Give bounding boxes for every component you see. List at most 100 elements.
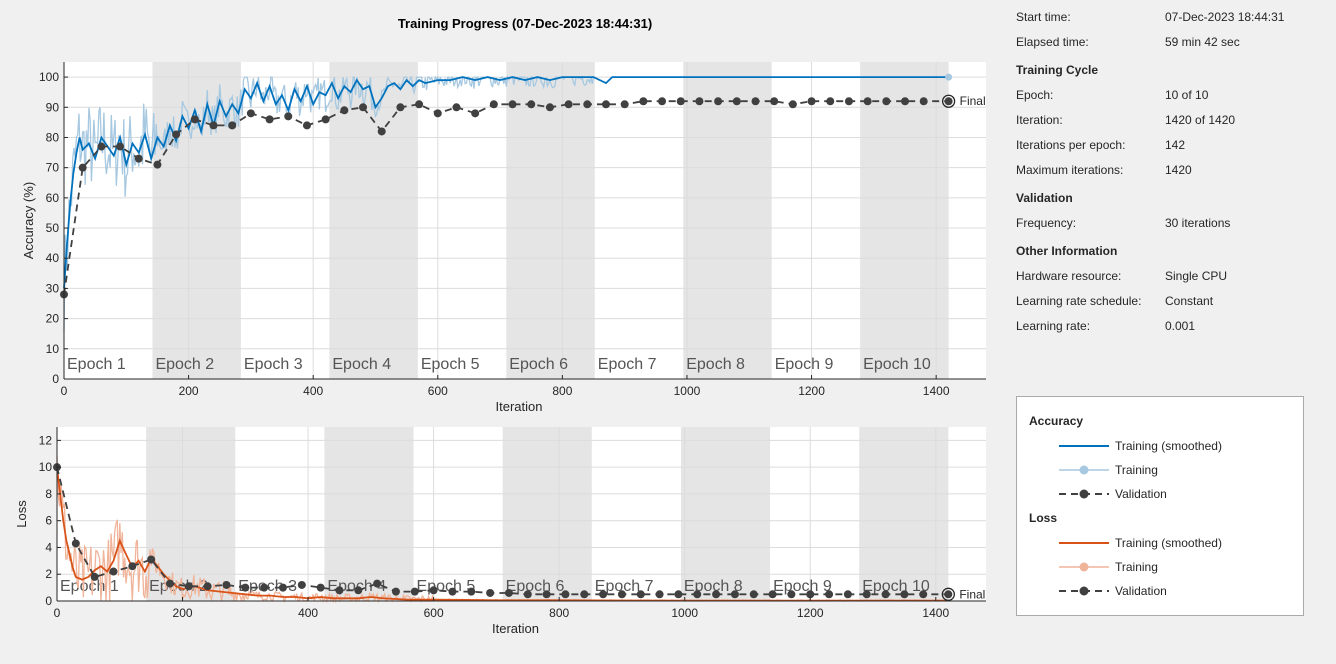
validation-point <box>527 100 536 109</box>
y-tick-label: 8 <box>45 487 52 501</box>
info-hardware: Hardware resource: Single CPU <box>1016 269 1316 285</box>
validation-point <box>944 97 953 106</box>
epoch-band <box>152 62 241 379</box>
epoch-label: Epoch 1 <box>60 578 119 595</box>
info-value: 0.001 <box>1165 319 1196 333</box>
y-tick-label: 40 <box>46 251 60 265</box>
epoch-band <box>683 62 772 379</box>
scrollbar[interactable] <box>1322 0 1336 664</box>
validation-point <box>471 109 480 118</box>
validation-point <box>410 587 419 596</box>
legend-dashed-icon <box>1059 489 1109 499</box>
legend-accuracy-heading: Accuracy <box>1029 414 1084 428</box>
x-axis-label: Iteration <box>496 399 543 414</box>
legend-marker-icon <box>1059 562 1109 572</box>
info-label: Frequency: <box>1016 216 1077 230</box>
validation-point <box>695 97 704 106</box>
validation-point <box>768 590 777 599</box>
validation-point <box>881 590 890 599</box>
info-label: Start time: <box>1016 10 1071 24</box>
y-axis-label: Loss <box>14 500 29 528</box>
info-label: Iterations per epoch: <box>1016 138 1126 152</box>
legend-label: Training <box>1115 463 1158 477</box>
info-label: Iteration: <box>1016 113 1063 127</box>
x-tick-label: 800 <box>552 384 572 398</box>
legend-marker-icon <box>1059 465 1109 475</box>
validation-point <box>545 103 554 112</box>
epoch-band <box>860 62 949 379</box>
plot-title: Training Progress (07-Dec-2023 18:44:31) <box>397 16 653 31</box>
info-lr-schedule: Learning rate schedule: Constant <box>1016 294 1316 310</box>
final-marker <box>941 94 956 108</box>
legend-label: Validation <box>1115 487 1167 501</box>
accuracy-chart: Epoch 1 Epoch 2 Epoch 3 Epoch 4 Epoch 5 Epoch… <box>21 62 986 414</box>
validation-point <box>116 142 125 151</box>
info-value: 142 <box>1165 138 1186 152</box>
validation-point <box>730 590 739 599</box>
epoch-band <box>680 427 771 601</box>
info-elapsed-time: Elapsed time: 59 min 42 sec <box>1016 35 1316 51</box>
training-smoothed-line <box>56 467 949 602</box>
validation-point <box>396 103 405 112</box>
training-smoothed-line <box>63 76 949 289</box>
epoch-label: Epoch 4 <box>332 356 391 373</box>
validation-point <box>788 100 797 109</box>
epoch-label: Epoch 7 <box>595 578 654 595</box>
info-value: 10 of 10 <box>1165 88 1209 102</box>
legend-label: Training <box>1115 560 1158 574</box>
validation-point <box>787 590 796 599</box>
validation-point <box>415 100 424 109</box>
x-tick-label: 600 <box>424 606 444 620</box>
epoch-label: Epoch 8 <box>686 356 745 373</box>
validation-point <box>599 590 608 599</box>
epoch-label: Epoch 6 <box>509 356 568 373</box>
validation-point <box>561 590 570 599</box>
validation-point <box>732 97 741 106</box>
validation-point <box>676 97 685 106</box>
validation-point <box>302 121 311 130</box>
validation-point <box>504 588 513 597</box>
legend-item-loss-smoothed: Training (smoothed) <box>1017 535 1303 551</box>
validation-point <box>655 590 664 599</box>
x-tick-label: 0 <box>54 606 61 620</box>
x-tick-label: 600 <box>428 384 448 398</box>
legend-line-icon <box>1059 542 1109 544</box>
info-value: Single CPU <box>1165 269 1228 283</box>
epoch-label: Epoch 10 <box>863 356 931 373</box>
validation-point <box>843 590 852 599</box>
info-start-time: Start time: 07-Dec-2023 18:44:31 <box>1016 10 1316 26</box>
legend-dashed-icon <box>1059 586 1109 596</box>
epoch-label: Epoch 9 <box>775 356 834 373</box>
y-tick-label: 50 <box>46 221 60 235</box>
epoch-label: Epoch 9 <box>773 578 832 595</box>
x-tick-label: 400 <box>303 384 323 398</box>
validation-point <box>241 583 250 592</box>
validation-point <box>751 97 760 106</box>
validation-point <box>900 590 909 599</box>
validation-point <box>523 590 532 599</box>
validation-point <box>863 97 872 106</box>
legend: Accuracy Training (smoothed) Training Va… <box>1016 396 1304 616</box>
validation-point <box>184 582 193 591</box>
info-label: Learning rate: <box>1016 319 1091 333</box>
x-tick-label: 1200 <box>798 384 825 398</box>
y-tick-label: 90 <box>46 100 60 114</box>
legend-line-icon <box>1059 445 1109 447</box>
epoch-label: Epoch 6 <box>506 578 565 595</box>
validation-point <box>165 579 174 588</box>
validation-point <box>882 97 891 106</box>
info-frequency: Frequency: 30 iterations <box>1016 216 1316 232</box>
validation-point <box>806 590 815 599</box>
info-value: 1420 <box>1165 163 1192 177</box>
legend-label: Training (smoothed) <box>1115 536 1222 550</box>
info-max-iterations: Maximum iterations: 1420 <box>1016 163 1316 179</box>
info-value: 1420 of 1420 <box>1165 113 1236 127</box>
validation-point <box>429 586 438 595</box>
validation-point <box>190 115 199 124</box>
final-training-point <box>945 73 953 81</box>
validation-point <box>90 572 99 581</box>
validation-point <box>284 112 293 121</box>
y-tick-label: 30 <box>46 281 60 295</box>
info-iteration: Iteration: 1420 of 1420 <box>1016 113 1316 129</box>
